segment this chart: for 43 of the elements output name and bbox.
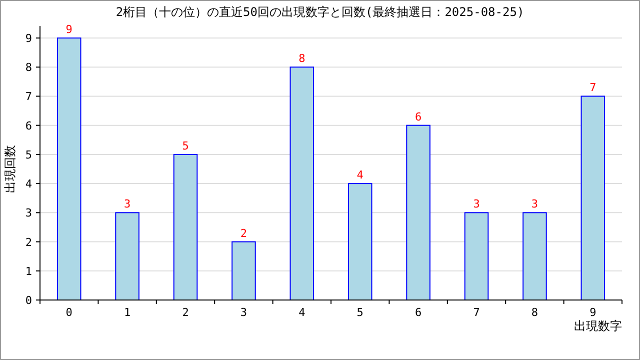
y-tick-label: 1 <box>25 264 32 278</box>
y-tick-label: 0 <box>25 294 32 307</box>
y-tick-label: 5 <box>25 148 32 162</box>
bar <box>56 38 82 300</box>
data-label: 3 <box>124 198 131 211</box>
bar <box>290 66 314 300</box>
y-tick-label: 9 <box>25 32 32 45</box>
data-label: 7 <box>590 81 596 94</box>
data-label: 8 <box>298 52 306 66</box>
y-tick-label: 8 <box>25 61 32 74</box>
x-axis-title: 出現数字 <box>574 319 622 333</box>
bar <box>348 183 372 300</box>
x-tick-label: 6 <box>414 306 422 319</box>
bar <box>115 212 140 300</box>
x-tick-label: 2 <box>182 306 189 319</box>
data-label: 2 <box>240 226 248 240</box>
x-tick-label: 8 <box>531 306 538 319</box>
y-axis-title: 出現回数 <box>3 145 17 193</box>
data-label: 9 <box>66 23 72 36</box>
data-label: 5 <box>182 139 189 152</box>
x-tick-label: 9 <box>590 306 596 319</box>
bar <box>406 124 430 300</box>
x-tick-label: 3 <box>240 306 248 319</box>
data-label: 3 <box>531 198 538 211</box>
bar <box>464 212 489 300</box>
data-label: 3 <box>473 198 480 211</box>
x-tick-label: 7 <box>473 306 480 319</box>
bar <box>173 154 198 300</box>
x-tick-label: 5 <box>356 306 364 319</box>
y-tick-label: 7 <box>25 90 32 104</box>
data-label: 4 <box>356 168 364 182</box>
y-tick-label: 2 <box>25 236 32 249</box>
y-tick-label: 4 <box>25 178 32 191</box>
x-tick-label: 1 <box>124 306 131 319</box>
x-tick-label: 4 <box>298 306 306 319</box>
bar <box>232 241 256 300</box>
bar <box>522 212 547 300</box>
y-tick-label: 3 <box>25 206 32 220</box>
bar <box>580 96 606 300</box>
y-tick-label: 6 <box>25 119 32 132</box>
x-tick-label: 0 <box>66 306 72 319</box>
title: 2桁目（十の位）の直近50回の出現数字と回数(最終抽選日：2025-08-25) <box>116 5 524 19</box>
data-label: 6 <box>414 110 422 124</box>
